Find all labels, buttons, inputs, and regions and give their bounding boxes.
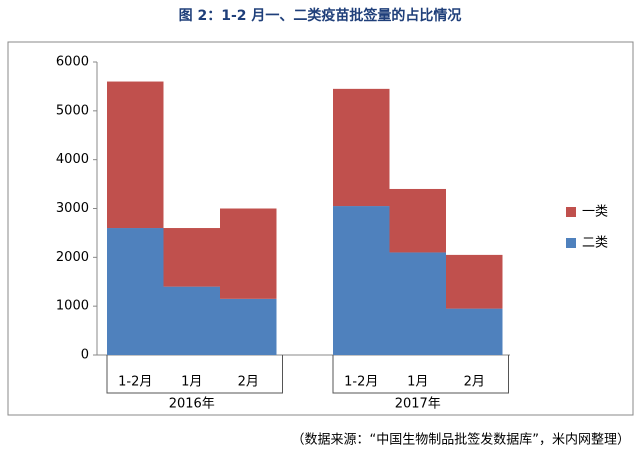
legend-label: 一类 [582, 205, 608, 220]
group-bracket [106, 355, 283, 394]
legend-label: 二类 [582, 236, 608, 251]
bar-segment [446, 308, 503, 355]
legend-swatch [566, 207, 576, 217]
bar-segment [163, 286, 220, 355]
bar-segment [220, 208, 277, 299]
x-tick-label: 2月 [464, 375, 485, 390]
group-label: 2017年 [395, 397, 441, 412]
group-bracket [332, 355, 509, 394]
y-tick-label: 5000 [56, 103, 89, 118]
bar-segment [446, 254, 503, 309]
y-tick-label: 6000 [56, 55, 89, 70]
legend-swatch [566, 238, 576, 248]
y-tick-label: 2000 [56, 250, 89, 265]
y-tick-label: 3000 [56, 201, 89, 216]
bar-segment [163, 228, 220, 287]
bar-segment [220, 298, 277, 355]
source-note: （数据来源：“中国生物制品批签发数据库”，米内网整理） [292, 432, 630, 448]
bar-segment [389, 188, 446, 253]
chart-title: 图 2：1-2 月一、二类疫苗批签量的占比情况 [179, 7, 462, 24]
x-tick-label: 1月 [407, 375, 428, 390]
bar-segment [333, 88, 390, 207]
chart-frame [7, 41, 634, 416]
y-tick-label: 4000 [56, 152, 89, 167]
bar-segment [333, 206, 390, 355]
bar-segment [389, 252, 446, 355]
x-tick-label: 1月 [181, 375, 202, 390]
y-tick-label: 1000 [56, 299, 89, 314]
y-tick-label: 0 [81, 348, 89, 363]
x-tick-label: 1-2月 [118, 375, 152, 390]
bar-segment [107, 81, 164, 229]
x-tick-label: 1-2月 [344, 375, 378, 390]
x-tick-label: 2月 [238, 375, 259, 390]
group-label: 2016年 [169, 397, 215, 412]
bar-segment [107, 228, 164, 355]
